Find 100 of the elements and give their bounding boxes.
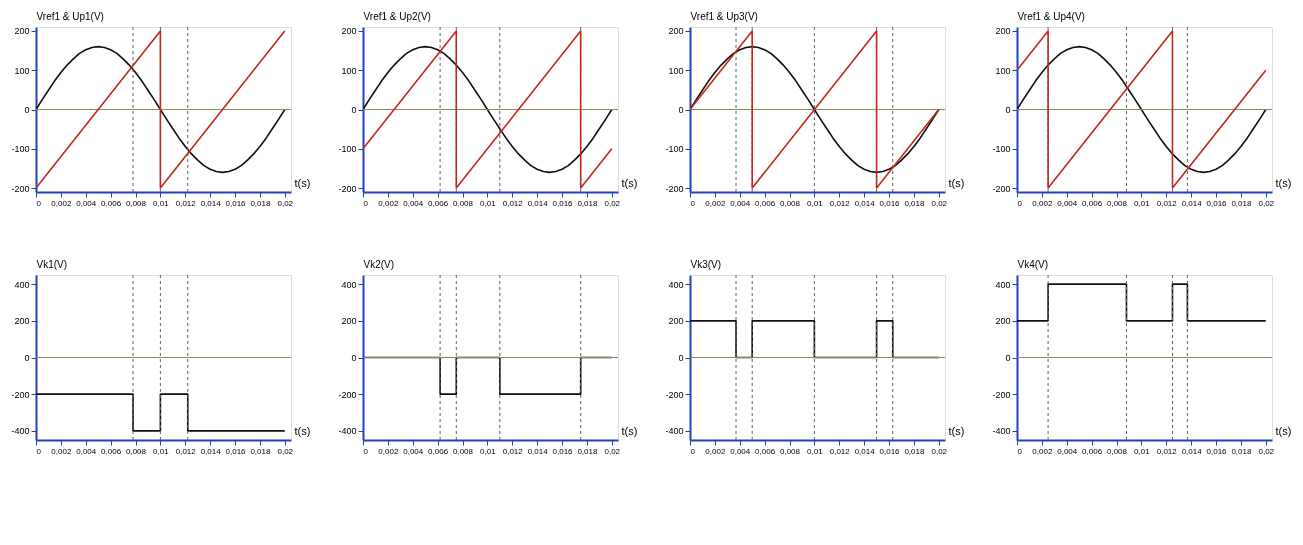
x-tick-label: 0,02 [277, 446, 294, 456]
x-tick-label: 0,01 [807, 446, 824, 456]
x-tick-label: 0,004 [76, 446, 97, 456]
x-tick-label: 0 [363, 446, 369, 456]
y-tick-label: 400 [668, 279, 684, 290]
y-tick-label: 200 [668, 26, 684, 37]
x-tick-label: 0,002 [378, 446, 399, 456]
x-tick-label: 0,014 [854, 446, 876, 456]
x-tick-label: 0,016 [879, 198, 901, 208]
x-tick-label: 0,014 [854, 198, 876, 208]
x-tick-label: 0,018 [577, 198, 598, 208]
x-tick-label: 0,018 [1231, 446, 1252, 456]
x-axis-title: t(s) [948, 176, 965, 189]
x-tick-label: 0,004 [76, 198, 97, 208]
x-tick-label: 0,016 [1206, 198, 1228, 208]
x-tick-label: 0 [1017, 198, 1023, 208]
x-tick-label: 0,008 [126, 446, 147, 456]
x-tick-label: 0,014 [527, 198, 549, 208]
y-tick-label: 200 [668, 316, 684, 327]
x-tick-label: 0,018 [577, 446, 598, 456]
x-axis-title: t(s) [1275, 424, 1292, 437]
y-tick-label: -100 [665, 144, 684, 155]
x-tick-label: 0,02 [931, 198, 948, 208]
x-tick-label: 0,014 [1181, 198, 1203, 208]
y-tick-label: 400 [341, 279, 357, 290]
y-tick-label: 200 [14, 26, 30, 37]
x-tick-label: 0,01 [807, 198, 824, 208]
x-tick-label: 0,02 [604, 198, 621, 208]
y-tick-label: -200 [665, 389, 684, 400]
x-tick-label: 0,02 [604, 446, 621, 456]
y-tick-label: 0 [1005, 353, 1011, 363]
y-axis-title: Vref1 & Up4(V) [1017, 10, 1085, 22]
x-tick-label: 0,002 [378, 198, 399, 208]
x-tick-label: 0,012 [1156, 198, 1178, 208]
x-tick-label: 0,008 [126, 198, 147, 208]
x-axis-title: t(s) [621, 176, 638, 189]
x-tick-label: 0,02 [1258, 198, 1275, 208]
x-tick-label: 0,016 [552, 198, 574, 208]
y-axis-title: Vk1(V) [36, 258, 68, 270]
x-tick-label: 0,012 [829, 198, 851, 208]
y-tick-label: -400 [11, 426, 30, 437]
x-tick-label: 0,018 [904, 446, 925, 456]
y-tick-label: 0 [351, 353, 357, 363]
y-axis-title: Vk2(V) [363, 258, 395, 270]
x-tick-label: 0 [363, 198, 369, 208]
x-tick-label: 0,012 [1156, 446, 1178, 456]
x-tick-label: 0,004 [730, 198, 751, 208]
y-tick-label: -100 [338, 144, 357, 155]
y-tick-label: 200 [995, 316, 1011, 327]
x-tick-label: 0,018 [250, 446, 271, 456]
x-tick-label: 0,002 [705, 198, 726, 208]
x-tick-label: 0,002 [705, 446, 726, 456]
x-tick-label: 0,014 [1181, 446, 1203, 456]
x-tick-label: 0,002 [51, 446, 72, 456]
x-tick-label: 0,002 [1032, 446, 1053, 456]
y-tick-label: 100 [14, 65, 30, 76]
y-tick-label: -200 [992, 389, 1011, 400]
x-tick-label: 0,01 [480, 446, 497, 456]
y-tick-label: 100 [995, 65, 1011, 76]
y-tick-label: 400 [14, 279, 30, 290]
y-tick-label: 0 [1005, 105, 1011, 115]
x-tick-label: 0,004 [1057, 198, 1078, 208]
x-tick-label: 0,008 [1107, 446, 1128, 456]
y-tick-label: 0 [351, 105, 357, 115]
y-tick-label: 0 [24, 105, 30, 115]
y-tick-label: -400 [665, 426, 684, 437]
y-tick-label: -200 [338, 183, 357, 194]
x-tick-label: 0,01 [1134, 446, 1151, 456]
x-tick-label: 0,014 [527, 446, 549, 456]
y-tick-label: 100 [668, 65, 684, 76]
x-tick-label: 0,006 [428, 446, 449, 456]
x-tick-label: 0,02 [931, 446, 948, 456]
x-tick-label: 0,006 [101, 198, 122, 208]
x-tick-label: 0,012 [502, 446, 524, 456]
x-tick-label: 0,016 [225, 446, 247, 456]
y-tick-label: -200 [665, 183, 684, 194]
x-axis-title: t(s) [294, 424, 311, 437]
x-tick-label: 0,008 [780, 198, 801, 208]
x-tick-label: 0,014 [200, 198, 222, 208]
y-tick-label: 200 [995, 26, 1011, 37]
x-tick-label: 0 [1017, 446, 1023, 456]
x-axis-title: t(s) [621, 424, 638, 437]
x-tick-label: 0,012 [175, 198, 197, 208]
x-tick-label: 0,018 [1231, 198, 1252, 208]
y-tick-label: -200 [992, 183, 1011, 194]
x-tick-label: 0,004 [730, 446, 751, 456]
x-tick-label: 0,006 [1082, 446, 1103, 456]
x-tick-label: 0,01 [480, 198, 497, 208]
y-tick-label: 0 [678, 353, 684, 363]
y-tick-label: 0 [678, 105, 684, 115]
x-tick-label: 0,006 [1082, 198, 1103, 208]
y-tick-label: 200 [14, 316, 30, 327]
y-tick-label: 200 [341, 316, 357, 327]
x-tick-label: 0,016 [552, 446, 574, 456]
x-tick-label: 0,01 [153, 446, 170, 456]
x-tick-label: 0 [690, 198, 696, 208]
y-tick-label: -400 [338, 426, 357, 437]
x-tick-label: 0,006 [101, 446, 122, 456]
x-tick-label: 0,014 [200, 446, 222, 456]
x-tick-label: 0,016 [225, 198, 247, 208]
